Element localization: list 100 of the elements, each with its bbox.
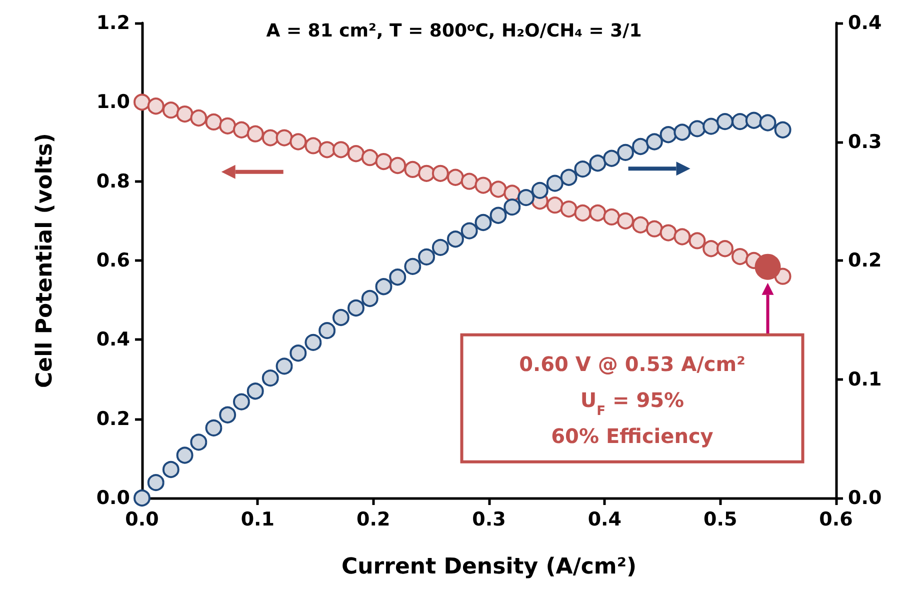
point (716, 240, 734, 258)
point (490, 206, 507, 224)
point (375, 278, 392, 296)
point (190, 434, 208, 451)
point (246, 382, 264, 400)
point (262, 129, 279, 146)
point (446, 168, 464, 186)
point (348, 145, 364, 162)
point (589, 204, 606, 222)
point (574, 204, 592, 222)
point (660, 224, 677, 242)
point (745, 112, 762, 129)
point (318, 141, 336, 158)
x-axis-title: Current Density (A/cm²) (341, 554, 637, 580)
point (290, 133, 307, 150)
point (702, 240, 720, 258)
point (474, 214, 492, 231)
point (332, 141, 350, 158)
point (674, 228, 691, 246)
point (232, 393, 250, 410)
point (348, 300, 364, 316)
point (460, 222, 478, 240)
x-tick-label: 0.4 (588, 508, 622, 530)
point (232, 121, 250, 138)
point (134, 94, 150, 111)
point (574, 160, 592, 178)
point (432, 238, 449, 256)
y2-tick-label: 0.4 (848, 12, 882, 34)
y-tick-label: 1.2 (96, 12, 130, 34)
point (560, 200, 578, 218)
point (290, 344, 307, 362)
point (389, 268, 406, 286)
y-tick-label: 0.0 (96, 487, 130, 509)
point (754, 254, 781, 280)
point (732, 248, 748, 266)
point (147, 474, 164, 492)
y2-tick-label: 0.2 (848, 250, 882, 272)
point (474, 176, 492, 194)
point (162, 102, 180, 119)
point (262, 370, 279, 387)
point (546, 196, 564, 214)
point (219, 117, 236, 134)
point (646, 133, 663, 150)
point (246, 125, 264, 142)
point (774, 121, 792, 138)
point (732, 113, 748, 130)
y2-tick-label: 0.1 (848, 368, 882, 390)
point (603, 208, 620, 226)
point (361, 290, 378, 307)
x-tick-label: 0.3 (472, 508, 506, 530)
x-tick-label: 0.0 (125, 508, 159, 530)
point (404, 160, 422, 178)
y-tick-label: 0.4 (96, 328, 130, 351)
point (205, 113, 222, 130)
point (759, 114, 776, 132)
point (147, 98, 164, 115)
y-axis-title: Cell Potential (volts) (32, 133, 58, 388)
x-tick-label: 0.5 (703, 508, 738, 530)
y-tick-label: 0.6 (96, 250, 130, 272)
point (518, 189, 535, 206)
point (560, 168, 578, 186)
point (176, 446, 194, 464)
point (617, 212, 634, 230)
point (332, 309, 350, 326)
point (531, 182, 548, 199)
point (304, 334, 322, 351)
point (589, 154, 606, 172)
point (176, 106, 194, 123)
point (162, 461, 180, 478)
x-tick-label: 0.1 (240, 508, 275, 530)
point (490, 180, 507, 198)
point (688, 232, 706, 250)
y2-tick-label: 0.3 (848, 130, 882, 153)
point (632, 216, 650, 234)
point (276, 129, 293, 146)
point (546, 174, 564, 192)
y2-tick-label: 0.0 (848, 487, 882, 509)
point (674, 124, 691, 141)
x-tick-label: 0.6 (819, 508, 853, 530)
point (418, 164, 436, 182)
y-tick-label: 0.2 (96, 408, 130, 430)
point (617, 144, 634, 161)
point (276, 358, 293, 375)
point (389, 157, 406, 174)
point (404, 258, 422, 275)
point (304, 137, 322, 154)
point (190, 110, 208, 126)
point (361, 149, 378, 166)
point (418, 248, 436, 266)
point (460, 172, 478, 190)
x-tick-label: 0.2 (356, 508, 390, 530)
point (702, 118, 720, 135)
point (716, 113, 734, 130)
point (504, 198, 521, 216)
point (432, 164, 449, 182)
point (219, 406, 236, 424)
point (318, 322, 336, 340)
point (603, 150, 620, 167)
y-tick-label: 0.8 (96, 170, 130, 192)
point (375, 153, 392, 170)
